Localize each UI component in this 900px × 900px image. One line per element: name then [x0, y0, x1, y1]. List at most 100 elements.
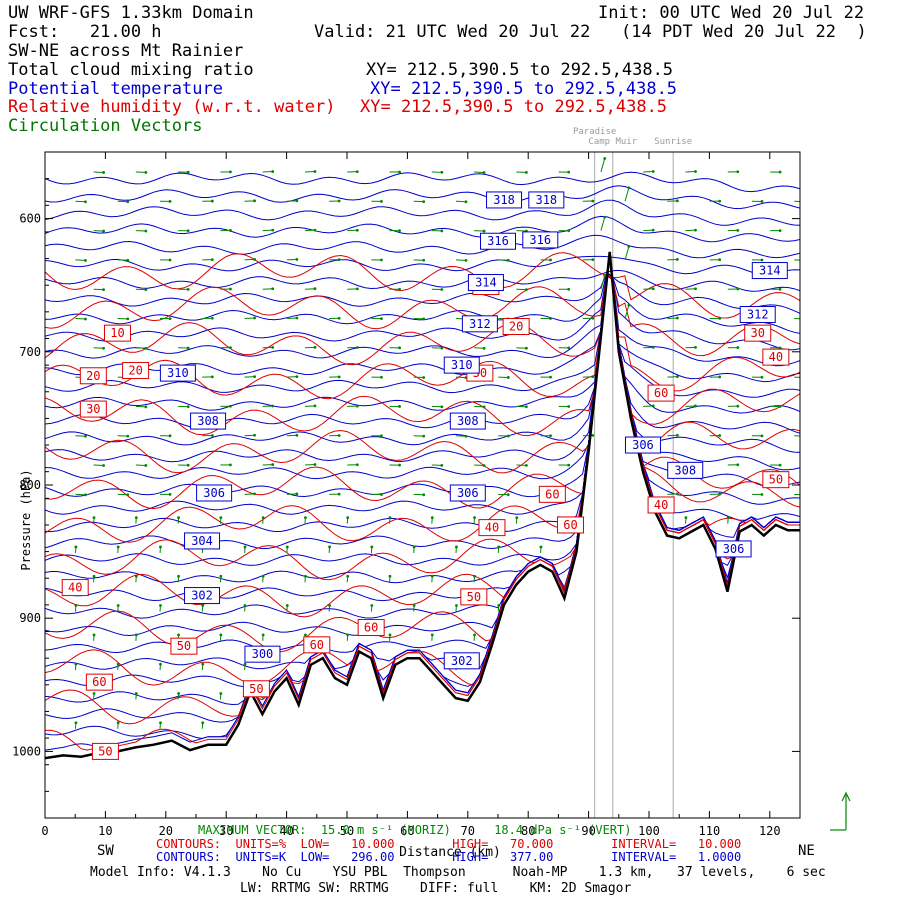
vector-head	[229, 404, 232, 408]
vector-head	[253, 199, 256, 203]
vector-head	[430, 516, 434, 520]
theta-label: 316	[487, 234, 509, 248]
vector-head	[74, 721, 78, 725]
vector-layer	[74, 157, 824, 729]
direction-sw: SW	[97, 843, 114, 859]
vector-head	[219, 633, 223, 637]
theta-contour	[45, 271, 800, 619]
vector-head	[718, 375, 722, 379]
vector-head	[778, 287, 782, 291]
theta-label: 316	[529, 233, 551, 247]
theta-contour	[45, 271, 800, 751]
vector-head	[346, 633, 350, 637]
vector-head	[295, 258, 299, 261]
theta-label-box	[443, 356, 480, 374]
theta-contour	[45, 234, 800, 259]
theta-contour	[45, 199, 800, 226]
field-rh-label: Relative humidity (w.r.t. water)	[8, 97, 336, 117]
vector-head	[694, 345, 697, 349]
theta-label-box	[522, 231, 559, 249]
rh-label: 50	[177, 639, 191, 653]
x-tick-label: 60	[400, 824, 414, 838]
model-info-physics: LW: RRTMG SW: RRTMG DIFF: full KM: 2D Sm…	[240, 881, 632, 896]
vector-head	[126, 434, 130, 438]
rh-label: 60	[654, 386, 668, 400]
vector-head	[210, 434, 214, 437]
theta-label: 318	[493, 193, 515, 207]
vector-head	[524, 288, 528, 292]
vector-head	[168, 258, 172, 262]
rh-label-box	[61, 579, 89, 597]
vector-head	[134, 692, 138, 695]
theta-label: 308	[674, 463, 696, 477]
vector-head	[567, 287, 571, 291]
vector-head	[422, 434, 426, 438]
circulation-vector	[600, 275, 606, 290]
vector-head	[102, 464, 105, 467]
vector-head	[126, 493, 130, 497]
rh-label: 30	[86, 402, 100, 416]
vector-head	[591, 375, 595, 379]
vector-head	[126, 200, 130, 204]
vector-head	[760, 258, 764, 262]
x-tick-label: 20	[159, 824, 173, 838]
vector-head	[253, 375, 256, 379]
theta-contour	[45, 185, 800, 210]
vector-head	[168, 493, 172, 496]
rh-label: 10	[110, 326, 124, 340]
vector-head	[539, 545, 543, 549]
rh-label-box	[762, 348, 790, 366]
theta-label: 312	[469, 317, 491, 331]
vector-head	[651, 345, 655, 349]
vector-head	[126, 258, 130, 262]
vector-head	[398, 229, 401, 233]
theta-label-box	[624, 436, 661, 454]
vector-head	[229, 170, 232, 174]
rh-label: 40	[68, 581, 82, 595]
vector-head	[821, 464, 824, 467]
vector-head	[92, 633, 96, 637]
rh-contour	[45, 274, 800, 425]
vector-head	[591, 258, 595, 262]
rh-label-box	[460, 588, 488, 606]
vector-head	[675, 199, 679, 203]
vector-head	[271, 228, 275, 232]
theta-label: 302	[191, 589, 213, 603]
rh-contour-layer	[45, 252, 800, 751]
vector-head	[726, 516, 730, 520]
vector-head	[549, 258, 552, 262]
x-tick-label: 40	[279, 824, 293, 838]
x-tick-label: 30	[219, 824, 233, 838]
vector-head	[304, 574, 307, 578]
rh-label-box	[79, 367, 107, 385]
vector-head	[159, 604, 162, 607]
vector-head	[102, 346, 105, 350]
vector-head	[821, 171, 824, 174]
vector-head	[253, 258, 256, 261]
theta-contour	[45, 271, 800, 488]
vector-head	[591, 199, 595, 203]
vector-head	[718, 434, 722, 437]
vector-head	[313, 228, 317, 232]
vector-head	[271, 170, 275, 173]
theta-contour	[45, 271, 800, 453]
theta-label: 306	[632, 438, 654, 452]
vector-head	[355, 346, 359, 349]
vector-head	[549, 434, 552, 438]
vector-head	[778, 170, 782, 174]
vector-head	[603, 157, 607, 160]
vector-head	[694, 287, 697, 291]
vector-head	[821, 230, 824, 233]
theta-label-box	[184, 532, 221, 550]
vector-head	[186, 287, 190, 291]
vector-head	[422, 200, 426, 204]
vector-head	[177, 633, 180, 637]
rh-contour	[45, 274, 800, 751]
y-tick-label: 1000	[12, 744, 41, 758]
vector-head	[398, 170, 401, 174]
rh-contour	[45, 274, 800, 357]
x-tick-label: 10	[98, 824, 112, 838]
rh-label-box	[538, 485, 566, 503]
